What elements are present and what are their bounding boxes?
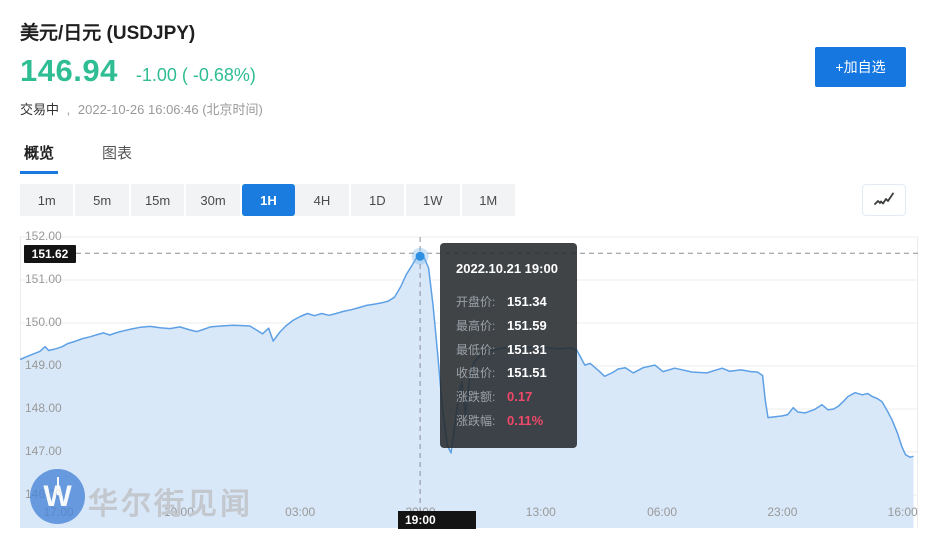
y-axis-label: 149.00 xyxy=(25,358,62,372)
period-button-5m[interactable]: 5m xyxy=(75,184,131,216)
add-watchlist-button[interactable]: +加自选 xyxy=(815,47,906,87)
y-axis-label: 150.00 xyxy=(25,315,62,329)
tooltip-row-label: 最高价: xyxy=(456,319,496,334)
tooltip-row-label: 涨跌额: xyxy=(456,390,496,405)
tooltip-row: 开盘价: 151.34 xyxy=(456,290,577,314)
tooltip-row-label: 涨跌幅: xyxy=(456,413,496,428)
status-row: 交易中 , 2022-10-26 16:06:46 (北京时间) xyxy=(20,99,263,118)
logo-letter: W xyxy=(43,476,72,513)
tab-概览[interactable]: 概览 xyxy=(20,140,59,174)
tooltip-row-label: 开盘价: xyxy=(456,295,496,310)
price-chart[interactable]: 152.00151.00150.00149.00148.00147.00146.… xyxy=(19,229,918,529)
period-button-1M[interactable]: 1M xyxy=(479,192,498,208)
watermark-text: 华尔街见闻 xyxy=(88,488,253,521)
tooltip-row: 收盘价: 151.51 xyxy=(456,361,577,385)
x-axis-label: 03:00 xyxy=(285,505,316,519)
period-button-15m[interactable]: 15m xyxy=(131,184,187,216)
tooltip-title: 2022.10.21 19:00 xyxy=(456,261,558,276)
tooltip-row-value: 151.31 xyxy=(507,341,547,357)
tooltip-row-label: 收盘价: xyxy=(456,366,496,381)
y-axis-label: 152.00 xyxy=(25,229,62,243)
tooltip-row-value: 151.59 xyxy=(507,318,547,334)
period-button-4H[interactable]: 4H xyxy=(295,184,351,216)
tooltip-row: 涨跌额: 0.17 xyxy=(456,385,577,409)
page-title: 美元/日元 (USDJPY) xyxy=(20,23,196,44)
period-button-1m[interactable]: 1m xyxy=(20,184,76,216)
x-axis-label: 16:00 xyxy=(887,505,918,519)
tooltip-row-value: 0.11% xyxy=(507,412,544,428)
period-button-1W[interactable]: 1W xyxy=(406,184,462,216)
price-change: -1.00 ( -0.68%) xyxy=(135,65,256,85)
period-button-1H[interactable]: 1H xyxy=(241,184,296,216)
x-axis-label: 06:00 xyxy=(647,505,678,519)
last-price: 146.94 xyxy=(20,53,118,88)
y-axis-label: 148.00 xyxy=(25,401,62,415)
tooltip-rows: 开盘价: 151.34 最高价: 151.59 最低价: 151.31 收盘价: 151.51… xyxy=(456,290,577,432)
x-axis-label: 13:00 xyxy=(525,505,556,519)
period-button-30m[interactable]: 30m xyxy=(186,184,242,216)
status-separator: , xyxy=(66,102,71,117)
x-axis-label: 10:00 xyxy=(163,505,194,519)
ohlc-tooltip: 2022.10.21 19:00 开盘价: 151.34 最高价: 151.59 最低价… xyxy=(440,243,577,448)
tooltip-row: 涨跌幅: 0.11% xyxy=(456,408,577,432)
tooltip-row-value: 0.17 xyxy=(507,389,533,405)
tooltip-row: 最高价: 151.59 xyxy=(456,314,577,338)
x-axis-label: 23:00 xyxy=(767,505,798,519)
tooltip-row: 最低价: 151.31 xyxy=(456,337,577,361)
y-axis-label: 151.00 xyxy=(25,272,62,286)
wallstreetcn-logo-icon: W xyxy=(30,469,85,524)
line-chart-icon xyxy=(874,192,894,205)
price-row: 146.94 -1.00 ( -0.68%) xyxy=(20,53,256,89)
period-button-1D[interactable]: 1D xyxy=(351,184,407,216)
tooltip-row-value: 151.51 xyxy=(507,365,547,381)
timestamp: 2022-10-26 16:06:46 (北京时间) xyxy=(77,102,263,117)
crosshair-price-badge: 151.62 xyxy=(24,245,76,263)
crosshair-time-badge: 19:00 xyxy=(398,511,476,529)
trading-status: 交易中 xyxy=(20,102,60,117)
tab-bar: 概览 图表 xyxy=(20,140,136,174)
tooltip-row-value: 151.34 xyxy=(507,294,547,310)
chart-settings-button[interactable] xyxy=(862,184,906,216)
y-axis-label: 147.00 xyxy=(25,444,62,458)
period-bar: 1m 5m 15m 30m 1H 4H 1D 1W 1M xyxy=(20,184,515,216)
tab-图表[interactable]: 图表 xyxy=(102,145,133,162)
tooltip-row-label: 最低价: xyxy=(456,342,496,357)
